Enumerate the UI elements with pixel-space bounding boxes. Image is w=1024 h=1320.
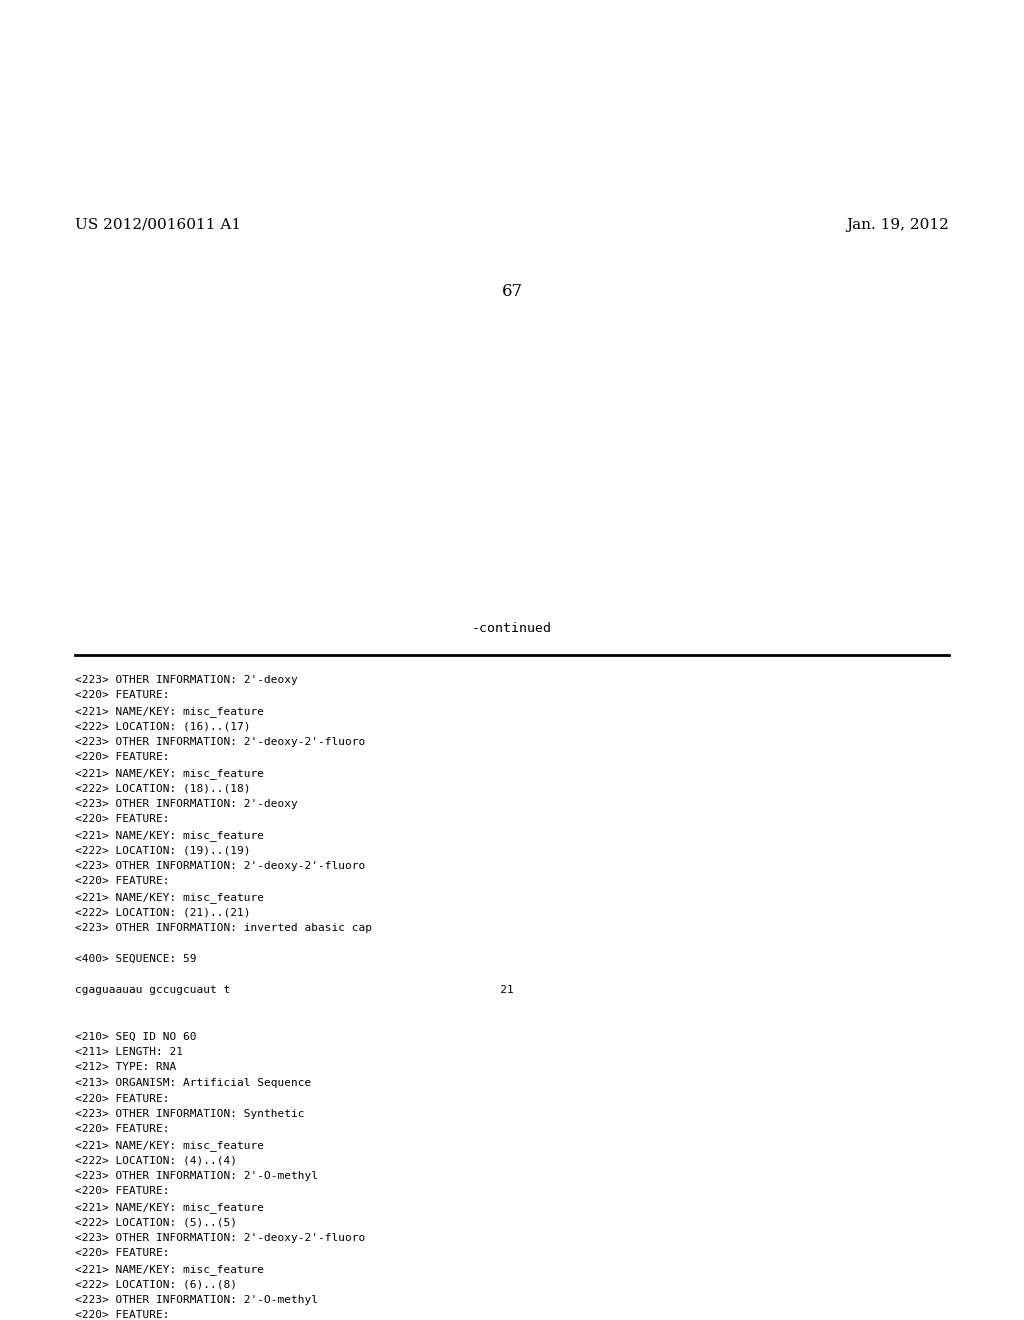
Text: <223> OTHER INFORMATION: 2'-deoxy: <223> OTHER INFORMATION: 2'-deoxy: [75, 799, 298, 809]
Text: <222> LOCATION: (6)..(8): <222> LOCATION: (6)..(8): [75, 1279, 237, 1290]
Text: <222> LOCATION: (16)..(17): <222> LOCATION: (16)..(17): [75, 722, 251, 731]
Text: <221> NAME/KEY: misc_feature: <221> NAME/KEY: misc_feature: [75, 892, 264, 903]
Text: -continued: -continued: [472, 622, 552, 635]
Text: <220> FEATURE:: <220> FEATURE:: [75, 814, 170, 825]
Text: <221> NAME/KEY: misc_feature: <221> NAME/KEY: misc_feature: [75, 1265, 264, 1275]
Text: <221> NAME/KEY: misc_feature: <221> NAME/KEY: misc_feature: [75, 768, 264, 779]
Text: <221> NAME/KEY: misc_feature: <221> NAME/KEY: misc_feature: [75, 830, 264, 841]
Text: <221> NAME/KEY: misc_feature: <221> NAME/KEY: misc_feature: [75, 706, 264, 717]
Text: <221> NAME/KEY: misc_feature: <221> NAME/KEY: misc_feature: [75, 1140, 264, 1151]
Text: <220> FEATURE:: <220> FEATURE:: [75, 1093, 170, 1104]
Text: <223> OTHER INFORMATION: 2'-deoxy-2'-fluoro: <223> OTHER INFORMATION: 2'-deoxy-2'-flu…: [75, 1233, 366, 1243]
Text: <220> FEATURE:: <220> FEATURE:: [75, 690, 170, 701]
Text: <223> OTHER INFORMATION: 2'-deoxy-2'-fluoro: <223> OTHER INFORMATION: 2'-deoxy-2'-flu…: [75, 737, 366, 747]
Text: <212> TYPE: RNA: <212> TYPE: RNA: [75, 1063, 176, 1072]
Text: <220> FEATURE:: <220> FEATURE:: [75, 1187, 170, 1196]
Text: <223> OTHER INFORMATION: Synthetic: <223> OTHER INFORMATION: Synthetic: [75, 1109, 304, 1119]
Text: <223> OTHER INFORMATION: 2'-O-methyl: <223> OTHER INFORMATION: 2'-O-methyl: [75, 1171, 318, 1181]
Text: 67: 67: [502, 282, 522, 300]
Text: <220> FEATURE:: <220> FEATURE:: [75, 1125, 170, 1134]
Text: cgaguaauau gccugcuaut t                                        21: cgaguaauau gccugcuaut t 21: [75, 985, 514, 995]
Text: <400> SEQUENCE: 59: <400> SEQUENCE: 59: [75, 954, 197, 964]
Text: Jan. 19, 2012: Jan. 19, 2012: [846, 218, 949, 232]
Text: <220> FEATURE:: <220> FEATURE:: [75, 1311, 170, 1320]
Text: <222> LOCATION: (18)..(18): <222> LOCATION: (18)..(18): [75, 784, 251, 793]
Text: <222> LOCATION: (19)..(19): <222> LOCATION: (19)..(19): [75, 846, 251, 855]
Text: <213> ORGANISM: Artificial Sequence: <213> ORGANISM: Artificial Sequence: [75, 1078, 311, 1088]
Text: <220> FEATURE:: <220> FEATURE:: [75, 752, 170, 763]
Text: <223> OTHER INFORMATION: 2'-deoxy-2'-fluoro: <223> OTHER INFORMATION: 2'-deoxy-2'-flu…: [75, 861, 366, 871]
Text: <223> OTHER INFORMATION: 2'-deoxy: <223> OTHER INFORMATION: 2'-deoxy: [75, 675, 298, 685]
Text: <221> NAME/KEY: misc_feature: <221> NAME/KEY: misc_feature: [75, 1203, 264, 1213]
Text: <222> LOCATION: (5)..(5): <222> LOCATION: (5)..(5): [75, 1217, 237, 1228]
Text: <211> LENGTH: 21: <211> LENGTH: 21: [75, 1047, 183, 1057]
Text: <210> SEQ ID NO 60: <210> SEQ ID NO 60: [75, 1031, 197, 1041]
Text: <222> LOCATION: (21)..(21): <222> LOCATION: (21)..(21): [75, 908, 251, 917]
Text: <223> OTHER INFORMATION: inverted abasic cap: <223> OTHER INFORMATION: inverted abasic…: [75, 923, 372, 933]
Text: <220> FEATURE:: <220> FEATURE:: [75, 876, 170, 887]
Text: <223> OTHER INFORMATION: 2'-O-methyl: <223> OTHER INFORMATION: 2'-O-methyl: [75, 1295, 318, 1305]
Text: US 2012/0016011 A1: US 2012/0016011 A1: [75, 218, 241, 232]
Text: <222> LOCATION: (4)..(4): <222> LOCATION: (4)..(4): [75, 1155, 237, 1166]
Text: <220> FEATURE:: <220> FEATURE:: [75, 1249, 170, 1258]
